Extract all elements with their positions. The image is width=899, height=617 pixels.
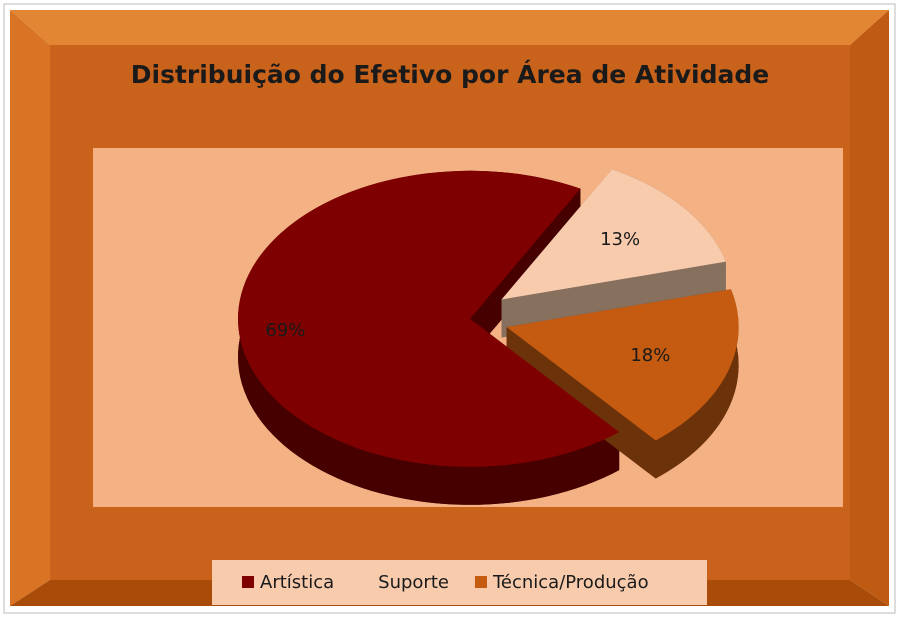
slice-wall: [506, 327, 656, 479]
data-label: 18%: [630, 345, 670, 366]
chart-title: Distribuição do Efetivo por Área de Ativ…: [131, 60, 769, 89]
slice-rim: [238, 170, 620, 505]
bevel-top: [10, 10, 889, 45]
legend: [212, 560, 707, 605]
pie-slice: [506, 289, 739, 441]
data-label: 69%: [265, 320, 305, 341]
bevel-left: [10, 10, 50, 606]
legend-label: Artística: [260, 572, 334, 593]
legend-swatch: [242, 576, 254, 588]
legend-label: Suporte: [378, 572, 449, 593]
bevel-right: [850, 10, 889, 606]
slice-rim: [655, 289, 739, 479]
data-label: 13%: [600, 229, 640, 250]
pie-slice: [501, 169, 726, 300]
legend-label: Técnica/Produção: [492, 572, 649, 593]
pie-slice: [238, 170, 620, 467]
legend-swatch: [474, 576, 487, 588]
legend-swatch: [360, 576, 373, 588]
